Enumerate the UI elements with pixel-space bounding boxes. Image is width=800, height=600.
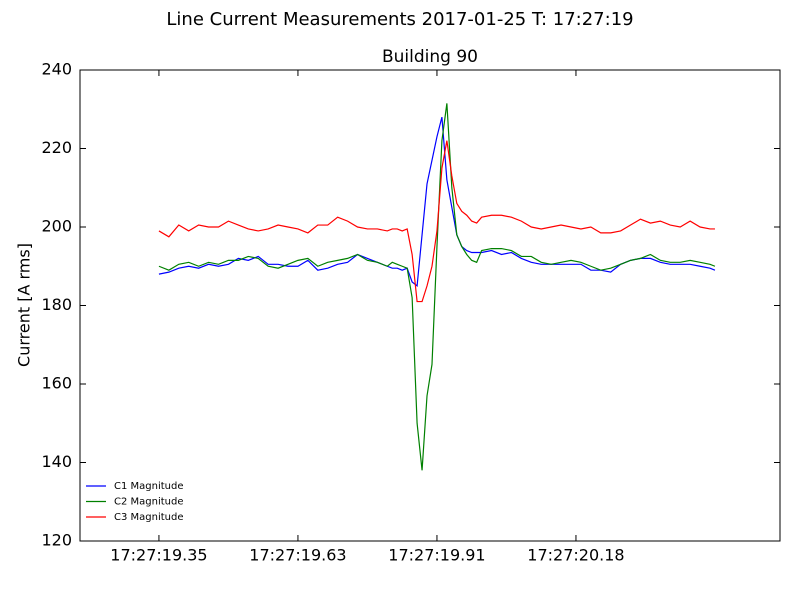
- chart-title: Line Current Measurements 2017-01-25 T: …: [166, 9, 633, 30]
- data-line: [158, 103, 716, 471]
- data-line: [158, 140, 715, 303]
- y-tick-label: 180: [41, 295, 72, 314]
- chart-subtitle: Building 90: [382, 47, 478, 67]
- y-tick-label: 120: [41, 531, 72, 550]
- y-axis-label: Current [A rms]: [15, 243, 34, 367]
- x-tick-label: 17:27:19.35: [110, 546, 207, 565]
- legend-label: C3 Magnitude: [114, 512, 184, 523]
- y-tick-label: 200: [41, 217, 72, 236]
- y-tick-label: 220: [41, 138, 72, 157]
- x-tick-label: 17:27:19.91: [388, 546, 485, 565]
- y-tick-label: 160: [41, 374, 72, 393]
- legend-label: C1 Magnitude: [114, 481, 184, 492]
- plot-frame: [79, 69, 781, 542]
- x-tick-label: 17:27:20.18: [527, 546, 624, 565]
- data-line: [158, 116, 716, 288]
- y-tick-label: 140: [41, 452, 72, 471]
- y-tick-label: 240: [41, 60, 72, 79]
- x-tick-label: 17:27:19.63: [249, 546, 346, 565]
- legend-label: C2 Magnitude: [114, 497, 184, 508]
